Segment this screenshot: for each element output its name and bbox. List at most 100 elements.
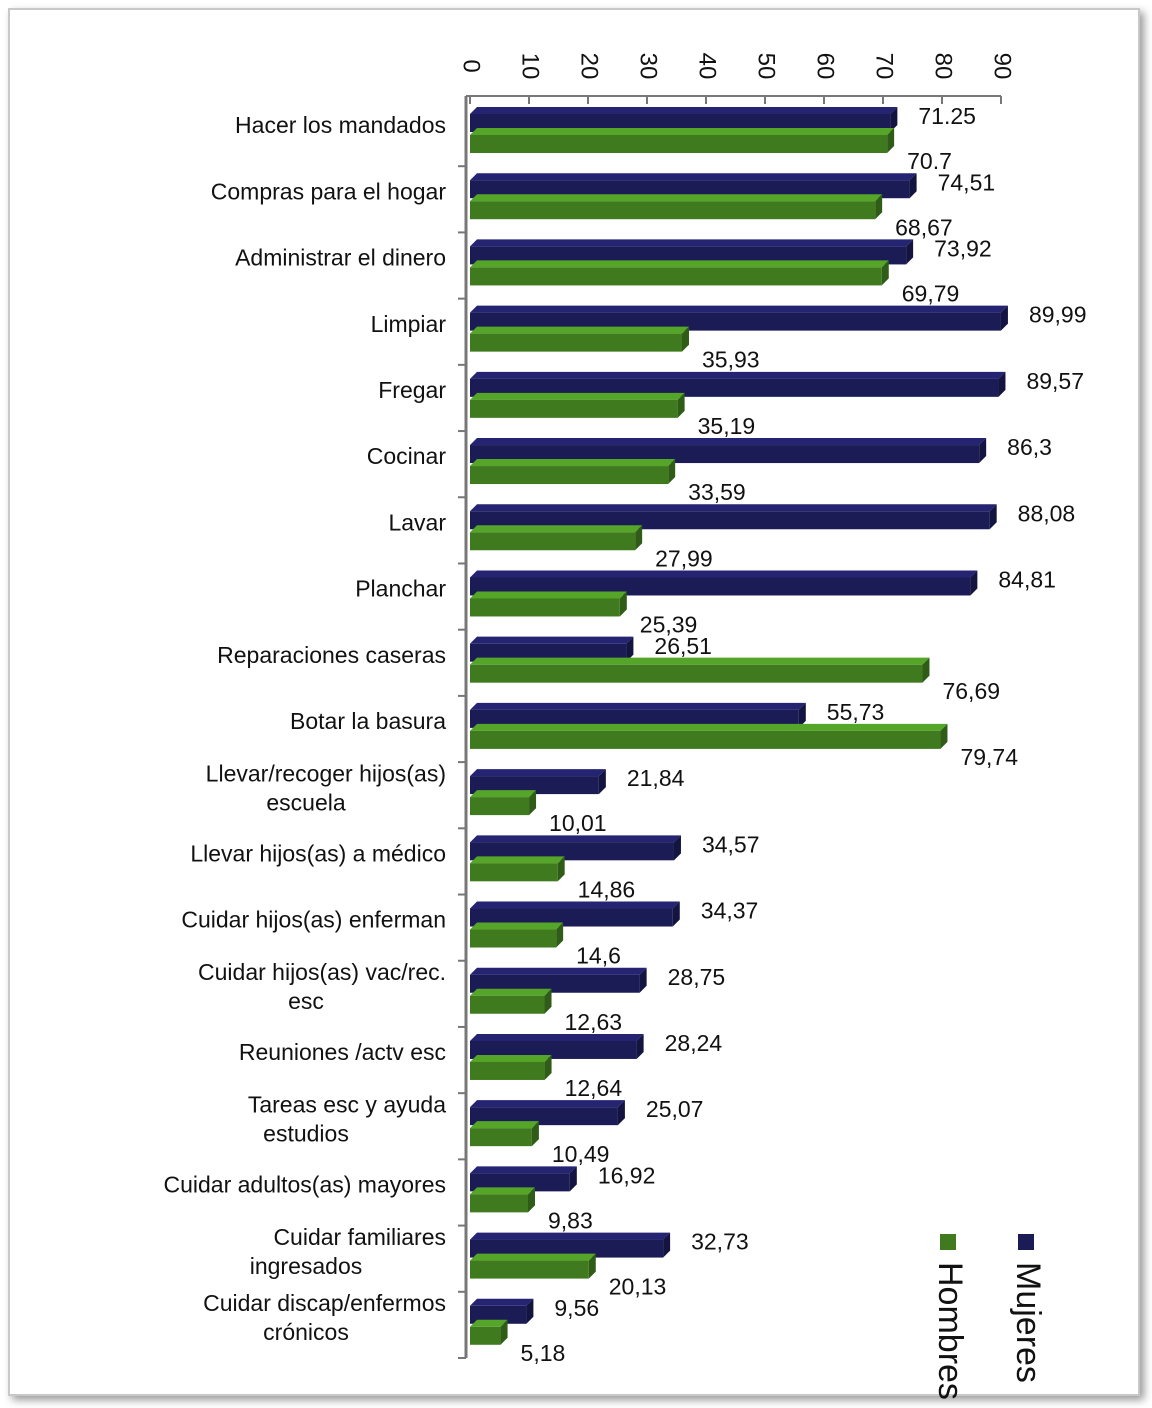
- data-label: 86,3: [1007, 434, 1052, 460]
- bar-side-face: [681, 326, 689, 352]
- category-label: esc: [288, 988, 324, 1014]
- bar-top-face: [470, 1253, 596, 1261]
- category-label: estudios: [263, 1120, 349, 1146]
- bar-mujeres: [470, 445, 980, 464]
- category-label: escuela: [266, 789, 345, 815]
- data-label: 73,92: [934, 235, 992, 261]
- bar-top-face: [470, 967, 647, 975]
- data-label: 84,81: [998, 567, 1056, 593]
- bar-top-face: [470, 438, 987, 446]
- bar-hombres: [470, 1061, 545, 1080]
- bar-hombres: [470, 1128, 532, 1147]
- chart-frame: [8, 8, 1140, 1396]
- data-label: 28,75: [668, 964, 726, 990]
- bar-top-face: [470, 525, 643, 533]
- bar-side-face: [663, 1232, 671, 1258]
- category-label: Limpiar: [371, 311, 447, 337]
- bar-side-face: [526, 1298, 534, 1324]
- category-label: Administrar el dinero: [235, 245, 446, 271]
- data-label: 14,86: [578, 876, 636, 902]
- bar-side-face: [527, 1187, 535, 1213]
- bar-top-face: [470, 835, 681, 843]
- bar-top-face: [470, 260, 889, 268]
- bar-top-face: [470, 901, 680, 909]
- category-label: Llevar/recoger hijos(as): [206, 760, 446, 786]
- bar-hombres: [470, 929, 557, 948]
- bar-mujeres: [470, 1173, 570, 1192]
- category-label: crónicos: [263, 1319, 349, 1345]
- bar-top-face: [470, 636, 634, 644]
- bar-side-face: [556, 922, 564, 948]
- bar-top-face: [470, 1187, 535, 1195]
- bar-mujeres: [470, 114, 891, 132]
- bar-side-face: [989, 504, 997, 530]
- bar-side-face: [970, 570, 978, 596]
- bar-side-face: [598, 769, 606, 795]
- bar-top-face: [470, 790, 537, 798]
- bar-top-face: [470, 459, 676, 467]
- legend-swatch-hombres: [940, 1234, 956, 1250]
- category-label: Cuidar hijos(as) enferman: [181, 907, 446, 933]
- bar-top-face: [470, 657, 930, 665]
- bar-top-face: [470, 1232, 671, 1240]
- data-label: 33,59: [688, 479, 746, 505]
- bar-mujeres: [470, 378, 999, 397]
- category-label: ingresados: [250, 1253, 363, 1279]
- bar-side-face: [881, 260, 889, 286]
- bar-side-face: [557, 856, 565, 882]
- bar-top-face: [470, 769, 606, 777]
- category-label: Hacer los mandados: [235, 112, 446, 138]
- bar-side-face: [672, 901, 680, 927]
- data-label: 21,84: [627, 765, 685, 791]
- data-label: 34,37: [701, 898, 759, 924]
- bar-top-face: [470, 326, 689, 334]
- data-label: 9,56: [554, 1295, 599, 1321]
- category-label: Compras para el hogar: [211, 178, 447, 204]
- bar-hombres: [470, 532, 636, 551]
- x-tick-label: 50: [753, 53, 780, 80]
- bar-side-face: [639, 967, 647, 993]
- data-label: 35,19: [698, 413, 756, 439]
- bar-hombres: [470, 201, 876, 220]
- bar-top-face: [470, 1033, 644, 1041]
- category-label: Lavar: [388, 509, 446, 535]
- data-label: 55,73: [827, 699, 885, 725]
- bar-top-face: [470, 1298, 534, 1306]
- data-label: 10,49: [552, 1141, 610, 1167]
- data-label: 68,67: [895, 214, 953, 240]
- data-label: 70.7: [907, 148, 952, 174]
- bar-top-face: [470, 504, 997, 512]
- bar-side-face: [890, 107, 898, 132]
- bar-top-face: [470, 570, 978, 578]
- bar-mujeres: [470, 180, 910, 199]
- bar-top-face: [470, 988, 552, 996]
- bar-hombres: [470, 863, 558, 882]
- data-label: 25,39: [640, 612, 698, 638]
- bar-top-face: [470, 239, 914, 247]
- bar-side-face: [500, 1319, 508, 1345]
- data-label: 9,83: [548, 1207, 593, 1233]
- bar-side-face: [798, 702, 806, 728]
- bar-top-face: [470, 856, 565, 864]
- bar-mujeres: [470, 1107, 618, 1126]
- bar-top-face: [470, 173, 917, 181]
- data-label: 12,63: [565, 1009, 623, 1035]
- bar-side-face: [887, 128, 895, 153]
- bar-top-face: [470, 723, 948, 731]
- bar-side-face: [922, 657, 930, 683]
- bar-side-face: [1000, 305, 1008, 331]
- data-label: 76,69: [942, 678, 1000, 704]
- bar-side-face: [544, 1054, 552, 1080]
- data-label: 35,93: [702, 347, 760, 373]
- bar-mujeres: [470, 1305, 527, 1324]
- category-label: Cuidar adultos(as) mayores: [163, 1172, 446, 1198]
- bar-hombres: [470, 598, 620, 617]
- data-label: 89,57: [1026, 368, 1084, 394]
- bar-mujeres: [470, 246, 907, 265]
- bar-side-face: [617, 1100, 625, 1126]
- bar-mujeres: [470, 776, 599, 795]
- bar-side-face: [677, 392, 685, 418]
- bar-side-face: [619, 591, 627, 617]
- category-label: Fregar: [378, 377, 446, 403]
- bar-mujeres: [470, 842, 674, 861]
